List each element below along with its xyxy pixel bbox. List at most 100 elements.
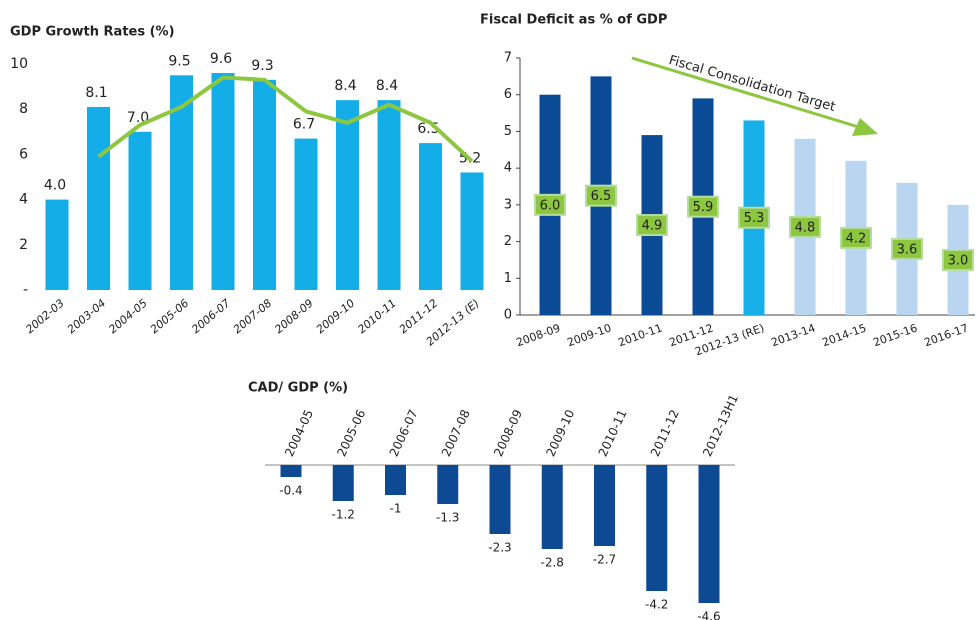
bar xyxy=(45,199,69,290)
x-tick-label: 2009-10 xyxy=(314,297,358,337)
x-tick-label: 2007-08 xyxy=(439,407,473,458)
bar xyxy=(253,79,276,290)
chart-title: Fiscal Deficit as % of GDP xyxy=(480,13,667,28)
bar xyxy=(594,465,615,546)
x-tick-label: 2004-05 xyxy=(282,407,316,458)
y-tick-label: 4 xyxy=(504,161,512,176)
bar xyxy=(489,465,511,534)
value-label: 8.1 xyxy=(85,85,107,101)
value-label: 5.9 xyxy=(693,200,714,215)
value-label: -4.2 xyxy=(645,598,668,612)
label-box xyxy=(534,193,566,216)
y-tick-label: 3 xyxy=(504,197,512,212)
y-tick-label: 6 xyxy=(19,146,28,162)
value-label: 6.5 xyxy=(591,189,612,204)
value-label: -4.6 xyxy=(697,610,720,620)
bar xyxy=(336,100,359,290)
value-label: -0.4 xyxy=(279,484,302,498)
x-tick-label: 2002-03 xyxy=(23,297,67,337)
x-tick-label: 2006-07 xyxy=(387,407,421,458)
y-tick-label: 4 xyxy=(19,192,28,208)
label-box xyxy=(738,206,770,229)
x-tick-label: 2007-08 xyxy=(231,297,275,337)
value-label: -1.3 xyxy=(436,511,459,525)
value-label: 9.5 xyxy=(168,53,190,69)
x-tick-label: 2004-05 xyxy=(106,297,150,337)
value-label: -1 xyxy=(390,502,402,516)
label-box xyxy=(687,195,719,218)
arrow xyxy=(631,56,863,130)
arrow-head xyxy=(852,118,878,136)
value-label: 5.3 xyxy=(744,211,765,226)
x-tick-label: 2008-09 xyxy=(491,407,525,458)
y-tick-label: 1 xyxy=(504,271,512,286)
value-label: 4.9 xyxy=(642,219,663,234)
x-tick-label: 2003-04 xyxy=(65,297,109,337)
x-tick-label: 2008-09 xyxy=(272,297,316,337)
value-label: 8.4 xyxy=(334,78,356,94)
x-tick-label: 2010-11 xyxy=(616,321,664,349)
x-tick-label: 2006-07 xyxy=(189,297,233,337)
value-label: -2.3 xyxy=(488,541,511,555)
label-box xyxy=(942,248,974,271)
bar xyxy=(280,465,302,477)
label-box xyxy=(891,237,923,260)
bar xyxy=(541,465,563,549)
value-label: 4.8 xyxy=(795,220,816,235)
value-label: 3.6 xyxy=(897,242,918,257)
x-tick-label: 2014-15 xyxy=(820,321,868,349)
x-tick-label: 2016-17 xyxy=(922,321,970,349)
y-tick-label: - xyxy=(23,282,28,298)
bar xyxy=(646,465,668,591)
bar xyxy=(385,465,406,495)
bar xyxy=(294,138,318,290)
bar xyxy=(128,131,152,290)
y-tick-label: 8 xyxy=(19,101,28,117)
y-tick-label: 0 xyxy=(504,308,512,323)
value-label: -1.2 xyxy=(332,508,355,522)
chart-title: GDP Growth Rates (%) xyxy=(10,25,175,40)
value-label: 9.3 xyxy=(251,58,273,74)
value-label: 4.2 xyxy=(846,231,867,246)
value-label: 4.0 xyxy=(44,178,66,194)
bar xyxy=(211,73,235,290)
bar xyxy=(698,465,720,603)
y-tick-label: 2 xyxy=(19,237,28,253)
bar xyxy=(437,465,459,504)
label-box xyxy=(840,226,872,249)
y-tick-label: 2 xyxy=(504,234,512,249)
x-tick-label: 2010-11 xyxy=(355,297,399,337)
x-tick-label: 2010-11 xyxy=(596,407,630,458)
bar xyxy=(170,75,193,290)
value-label: -2.7 xyxy=(593,553,616,567)
value-label: 6.7 xyxy=(293,117,315,133)
label-box xyxy=(789,215,821,238)
bar xyxy=(460,172,484,290)
x-tick-label: 2005-06 xyxy=(334,407,368,458)
bar xyxy=(377,100,401,290)
trend-line xyxy=(97,75,474,163)
x-tick-label: 2013-14 xyxy=(769,321,817,349)
bar xyxy=(419,143,442,290)
label-box xyxy=(636,214,668,237)
x-tick-label: 2009-10 xyxy=(565,321,613,349)
x-tick-label: 2015-16 xyxy=(871,321,919,349)
x-tick-label: 2005-06 xyxy=(148,297,192,337)
x-tick-label: 2008-09 xyxy=(514,321,562,349)
y-tick-label: 5 xyxy=(504,124,512,139)
bar xyxy=(332,465,354,501)
bar xyxy=(87,106,110,290)
x-tick-label: 2012-13H1 xyxy=(700,392,741,458)
label-box xyxy=(585,184,617,207)
y-tick-label: 7 xyxy=(504,51,512,66)
y-tick-label: 6 xyxy=(504,87,512,102)
y-tick-label: 10 xyxy=(10,56,28,72)
value-label: 8.4 xyxy=(376,78,398,94)
chart-title: CAD/ GDP (%) xyxy=(248,381,348,396)
value-label: 6.0 xyxy=(540,198,561,213)
value-label: 3.0 xyxy=(948,253,969,268)
value-label: 9.6 xyxy=(210,51,232,67)
x-tick-label: 2009-10 xyxy=(543,407,577,458)
